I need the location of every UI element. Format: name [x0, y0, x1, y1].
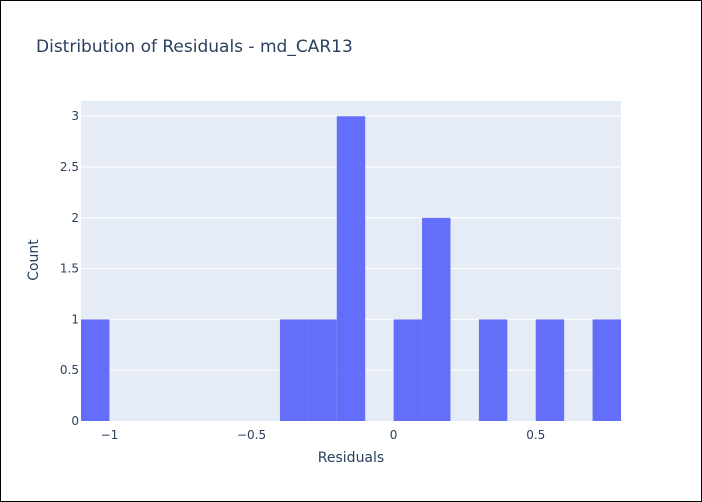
y-axis-title: Count	[26, 239, 42, 281]
histogram-bar	[81, 319, 110, 421]
histogram-bar	[279, 319, 309, 421]
y-tick-label: 0	[71, 414, 79, 428]
histogram-bar	[422, 217, 451, 421]
x-tick-label: −0.5	[237, 428, 266, 442]
histogram-bar	[393, 319, 423, 421]
histogram-bar	[592, 319, 621, 421]
y-tick-label: 1	[71, 312, 79, 326]
histogram-bar	[308, 319, 337, 421]
y-axis-ticks: 0 0.5 1 1.5 2 2.5 3	[60, 109, 79, 428]
y-tick-label: 0.5	[60, 363, 79, 377]
bars	[81, 116, 621, 421]
x-axis-ticks: −1 −0.5 0 0.5	[101, 428, 546, 442]
histogram-bar	[478, 319, 508, 421]
histogram-bar	[535, 319, 565, 421]
y-tick-label: 3	[71, 109, 79, 123]
chart-title: Distribution of Residuals - md_CAR13	[36, 37, 353, 57]
x-axis-title: Residuals	[318, 450, 384, 466]
y-tick-label: 2	[71, 211, 79, 225]
x-tick-label: 0.5	[526, 428, 545, 442]
y-tick-label: 2.5	[60, 160, 79, 174]
x-tick-label: −1	[101, 428, 119, 442]
y-tick-label: 1.5	[60, 262, 79, 276]
x-tick-label: 0	[390, 428, 398, 442]
histogram-bar	[336, 116, 366, 421]
